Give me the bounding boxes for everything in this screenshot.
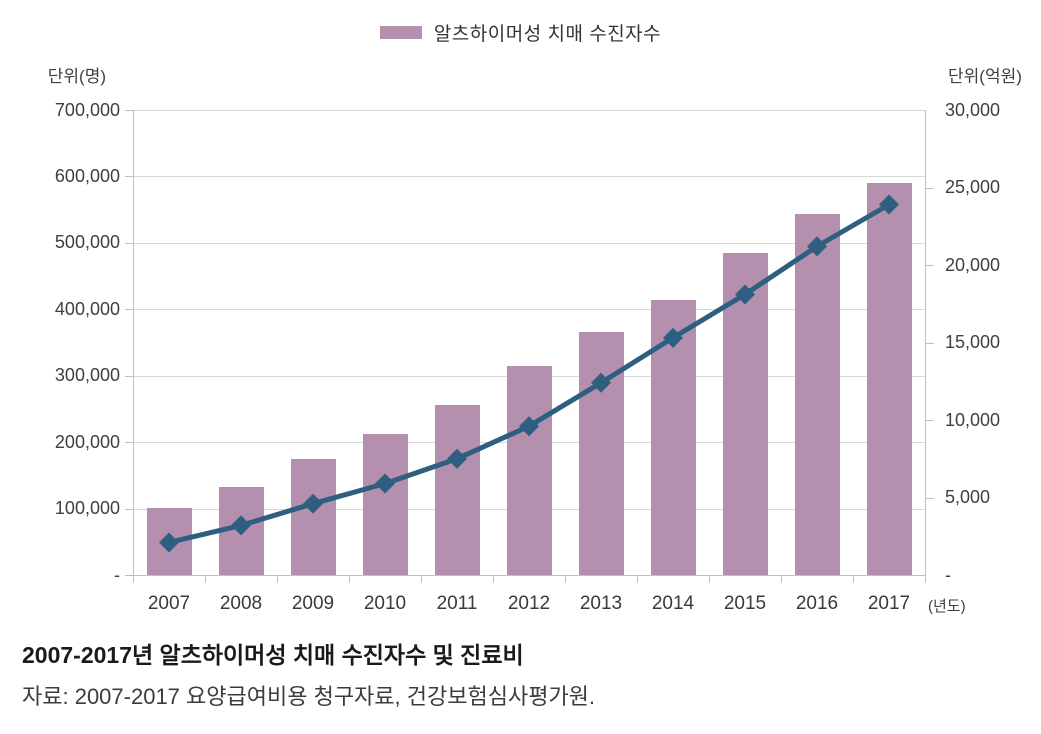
x-axis-label-2008: 2008 — [219, 593, 263, 614]
diamond-marker-2009 — [303, 493, 323, 514]
bar-2015 — [722, 253, 768, 575]
diamond-marker-2016 — [807, 236, 827, 257]
right-axis-tick-label: 15,000 — [945, 332, 1001, 352]
bottom-axis-line — [133, 575, 926, 576]
right-axis-tick-label: 10,000 — [945, 409, 1001, 430]
x-axis-label-2012: 2012 — [507, 593, 551, 614]
right-axis-tick-label: 25,000 — [945, 177, 1001, 197]
diamond-marker-2012 — [519, 416, 539, 437]
x-axis-tick — [637, 576, 638, 583]
diamond-marker-2007 — [159, 532, 179, 553]
right-axis-tick — [926, 265, 934, 266]
left-axis-tick-label: 700,000 — [54, 99, 120, 120]
gridline — [133, 309, 925, 311]
x-axis-label-2016: 2016 — [795, 593, 839, 614]
x-axis-tick — [853, 576, 854, 583]
gridline — [133, 242, 925, 244]
right-axis-tick-label: - — [945, 564, 951, 585]
left-axis-tick — [125, 176, 133, 178]
right-axis-tick-label: 5,000 — [945, 487, 991, 507]
x-axis-tick — [349, 576, 350, 583]
left-axis-tick-label: - — [114, 564, 120, 585]
x-axis-label-2014: 2014 — [651, 593, 695, 614]
legend: 알츠하이머성 치매 수진자수 — [0, 14, 1041, 50]
bar-2011 — [434, 404, 480, 575]
right-axis-tick — [926, 497, 934, 499]
x-axis-unit-label: (년도) — [928, 598, 966, 615]
right-axis-tick-label: 20,000 — [945, 254, 1001, 275]
x-axis-tick — [709, 576, 710, 583]
bar-2009 — [290, 459, 336, 575]
x-axis-label-2009: 2009 — [291, 593, 335, 614]
left-axis-tick — [125, 309, 133, 311]
left-axis-tick — [125, 375, 133, 377]
x-axis-label-2010: 2010 — [363, 593, 407, 614]
bar-2012 — [506, 366, 552, 575]
left-axis-line — [133, 110, 134, 575]
bar-2010 — [362, 433, 408, 575]
left-axis-tick — [125, 508, 133, 510]
left-axis-tick-label: 300,000 — [54, 365, 120, 386]
x-axis-label-2017: 2017 — [867, 593, 911, 614]
legend-label: 알츠하이머성 치매 수진자수 — [433, 23, 662, 45]
figure-title: 2007-2017년 알츠하이머성 치매 수진자수 및 진료비 — [22, 642, 524, 668]
diamond-marker-2008 — [231, 515, 251, 536]
diamond-marker-2010 — [375, 473, 395, 494]
left-axis-tick — [125, 242, 133, 244]
x-axis-tick — [925, 576, 926, 583]
x-axis-tick — [565, 576, 566, 583]
left-axis-tick — [125, 575, 133, 576]
bar-2016 — [794, 214, 840, 575]
left-axis-tick-label: 100,000 — [54, 498, 120, 519]
gridline — [133, 176, 925, 178]
gridline — [133, 110, 925, 111]
left-axis-unit-label: 단위(명) — [47, 67, 106, 86]
x-axis-label-2007: 2007 — [147, 593, 191, 614]
x-axis-tick — [421, 576, 422, 583]
right-axis-tick — [926, 420, 934, 421]
right-axis-unit-label: 단위(억원) — [948, 67, 1022, 86]
diamond-marker-2014 — [663, 327, 683, 348]
left-axis-tick — [125, 110, 133, 111]
x-axis-label-2013: 2013 — [579, 593, 623, 614]
x-axis-tick — [205, 576, 206, 583]
left-axis-tick — [125, 442, 133, 444]
x-axis-tick — [133, 576, 134, 583]
line-path — [168, 202, 891, 545]
diamond-marker-2017 — [879, 194, 899, 215]
left-axis-tick-label: 200,000 — [54, 431, 120, 452]
bar-2017 — [866, 183, 912, 575]
right-axis-tick — [926, 187, 934, 189]
diamond-marker-2011 — [447, 448, 467, 469]
legend-swatch — [379, 25, 422, 39]
figure-source: 자료: 2007-2017 요양급여비용 청구자료, 건강보험심사평가원. — [22, 684, 596, 709]
diamond-marker-2015 — [735, 284, 755, 305]
left-axis-tick-label: 400,000 — [54, 298, 120, 319]
x-axis-tick — [493, 576, 494, 583]
right-axis-tick-label: 30,000 — [945, 99, 1001, 120]
left-axis-tick-label: 600,000 — [54, 165, 120, 186]
right-axis-line — [925, 110, 926, 575]
diamond-marker-2013 — [591, 372, 611, 393]
x-axis-label-2015: 2015 — [723, 593, 767, 614]
right-axis-tick — [926, 342, 934, 344]
cost-line-series — [159, 194, 899, 553]
x-axis-tick — [277, 576, 278, 583]
x-axis-label-2011: 2011 — [436, 593, 478, 614]
left-axis-tick-label: 500,000 — [54, 232, 120, 253]
x-axis-tick — [781, 576, 782, 583]
